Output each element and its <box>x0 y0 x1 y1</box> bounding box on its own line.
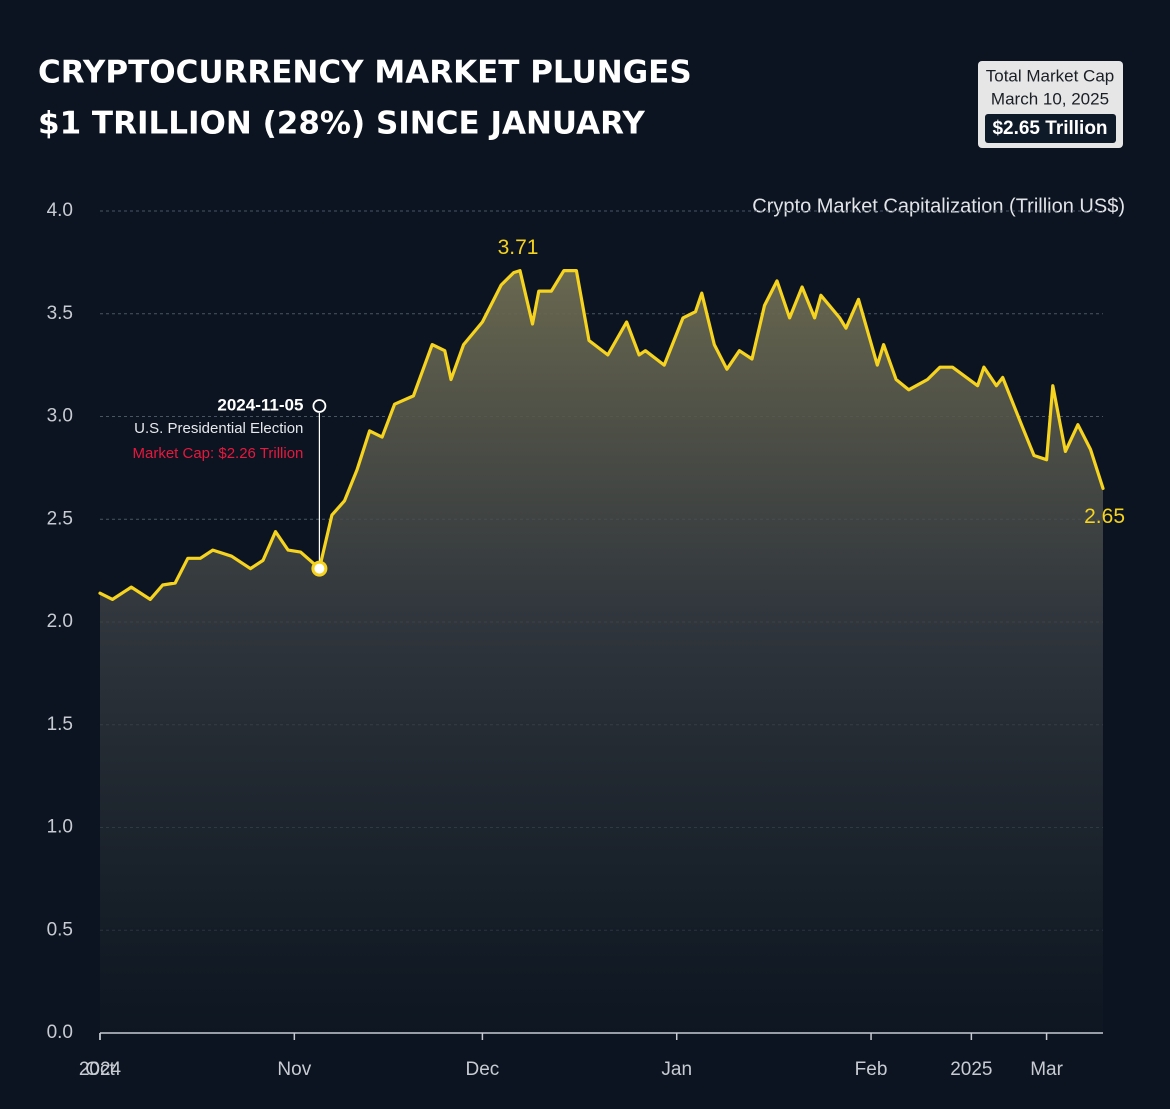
x-tick-label: Mar <box>1030 1059 1063 1080</box>
y-tick-label: 1.5 <box>47 714 73 735</box>
annotation-date: 2024-11-05 <box>217 395 303 414</box>
area <box>100 270 1103 1034</box>
line <box>98 269 1105 601</box>
info-box-label: Total Market Cap <box>986 66 1115 85</box>
y-tick-label: 2.5 <box>47 508 73 529</box>
last-label: 2.65 <box>1084 505 1125 528</box>
x-tick-label: Oct <box>85 1059 115 1080</box>
x-tick-label: 2024 <box>79 1059 122 1080</box>
y-tick-label: 2.0 <box>47 611 73 632</box>
info-box-value: $2.65 Trillion <box>992 118 1107 139</box>
y-tick-label: 4.0 <box>47 200 73 221</box>
y-axis-title: Crypto Market Capitalization (Trillion U… <box>752 195 1125 217</box>
chart-title: $1 TRILLION (28%) SINCE JANUARY <box>38 106 645 142</box>
info-box-date: March 10, 2025 <box>991 89 1109 108</box>
x-tick-label: Feb <box>855 1059 888 1080</box>
x-tick-label: Jan <box>661 1059 692 1080</box>
y-tick-label: 1.0 <box>47 817 73 838</box>
annotation-text: U.S. Presidential Election <box>134 420 303 437</box>
x-tick-label: Dec <box>465 1059 499 1080</box>
y-tick-label: 0.5 <box>47 919 73 940</box>
x-tick-label: Nov <box>277 1059 311 1080</box>
annotation-marker <box>311 560 328 577</box>
y-tick-label: 3.5 <box>47 303 73 324</box>
peak-label: 3.71 <box>498 236 539 259</box>
y-tick-label: 3.0 <box>47 406 73 427</box>
y-tick-label: 0.0 <box>47 1022 73 1043</box>
info-box: Total Market Cap March 10, 2025 $2.65 Tr… <box>978 61 1123 148</box>
x-tick-label: 2025 <box>950 1059 992 1080</box>
info-box-value-bg <box>985 114 1116 143</box>
annotation-dot <box>312 399 327 413</box>
chart-title: CRYPTOCURRENCY MARKET PLUNGES <box>38 55 692 91</box>
annotation-detail: Market Cap: $2.26 Trillion <box>132 445 303 462</box>
